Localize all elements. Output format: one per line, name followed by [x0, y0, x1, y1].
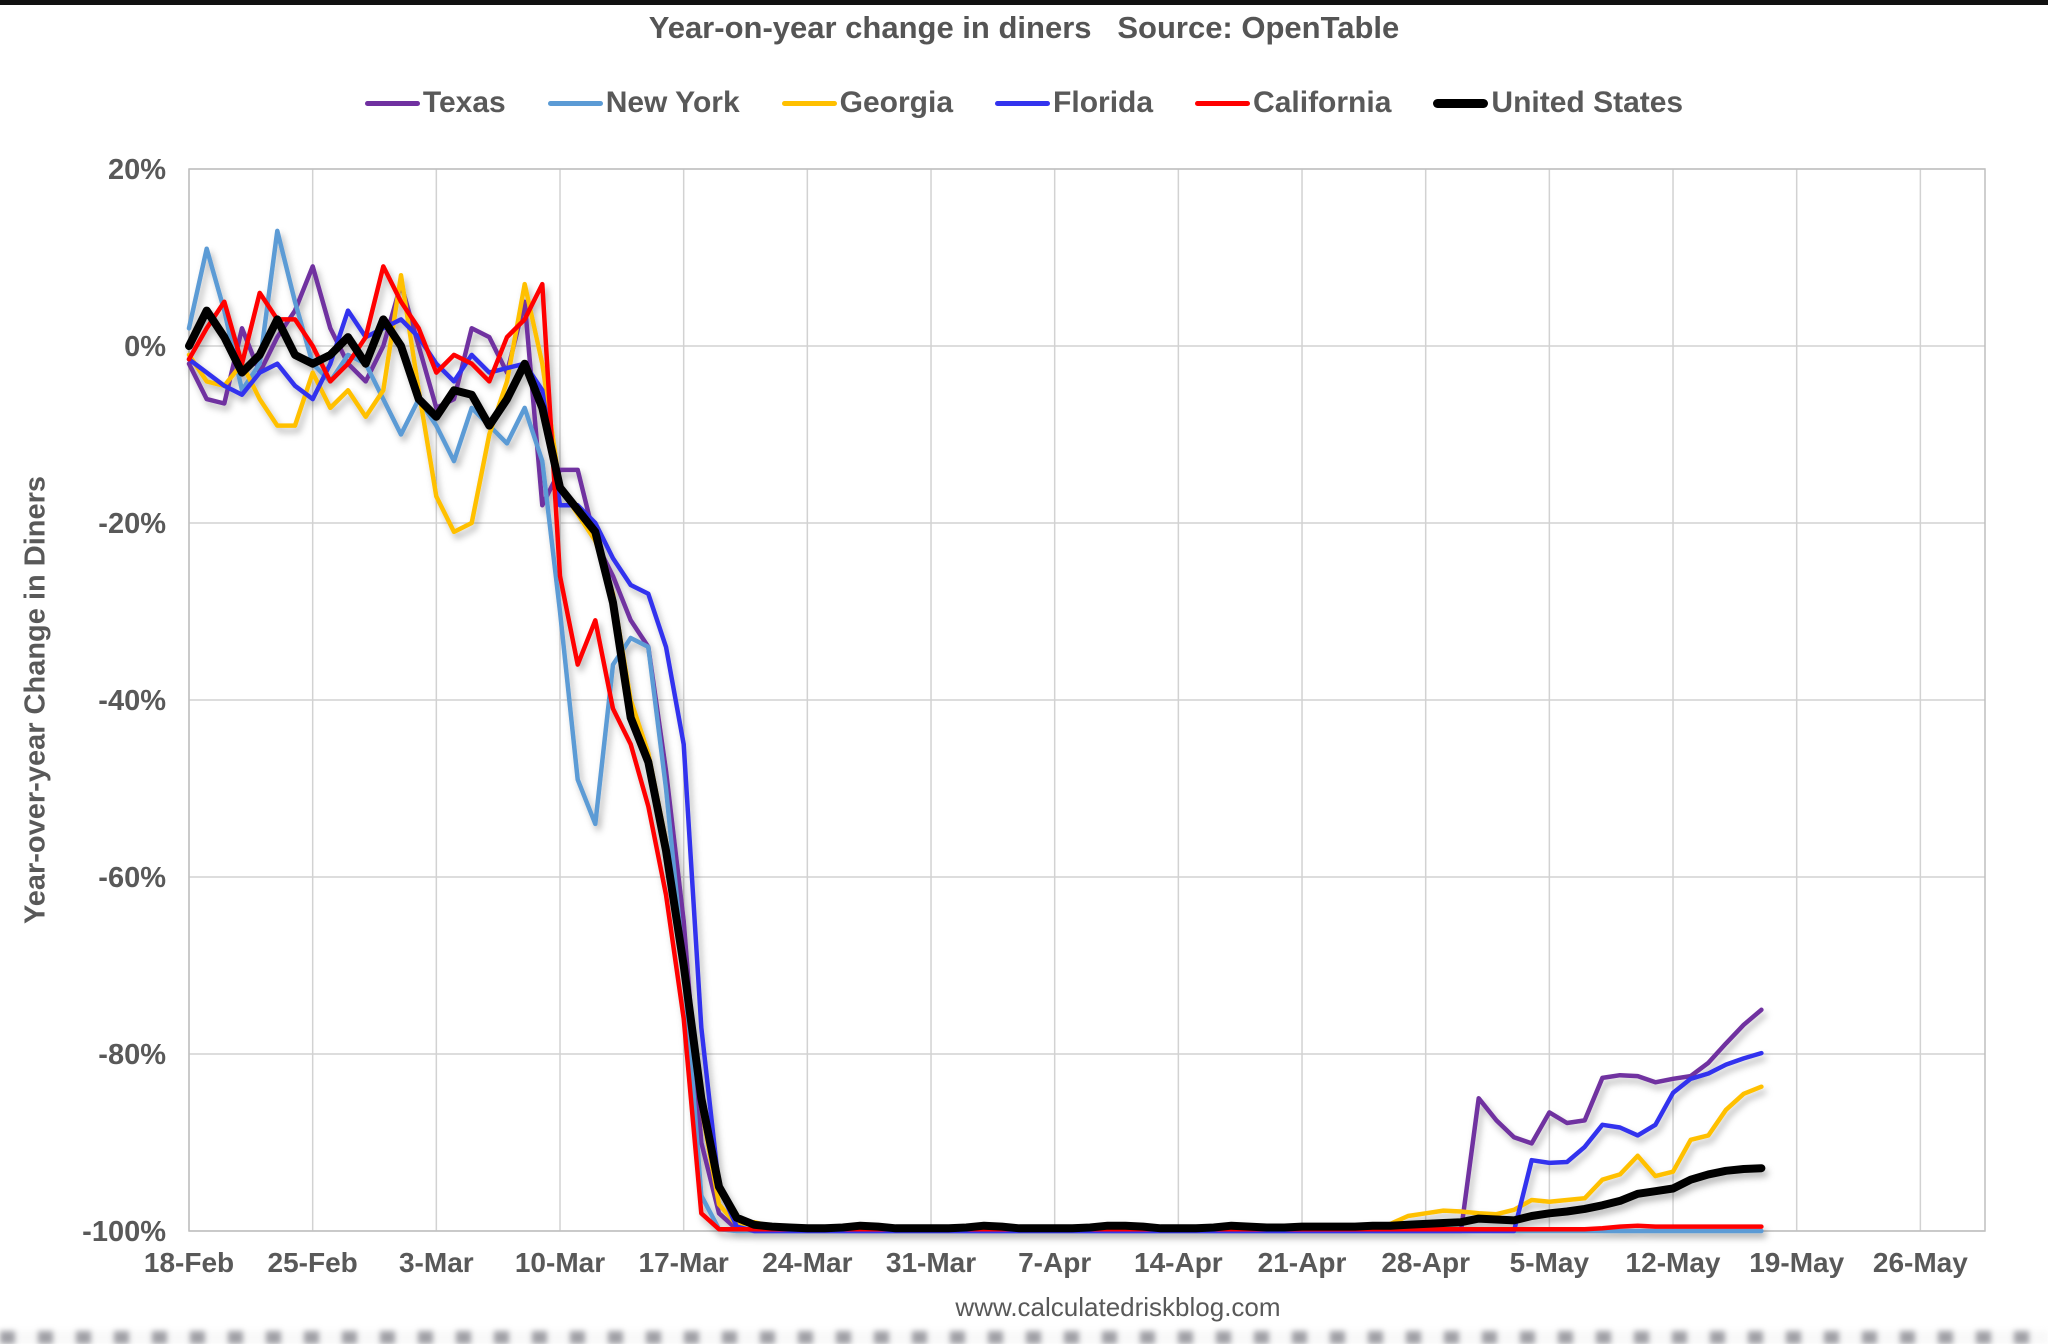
y-tick-label: -60%	[98, 862, 166, 894]
y-tick-label: -80%	[98, 1039, 166, 1071]
legend-swatch	[995, 100, 1051, 106]
y-tick-label: -20%	[98, 508, 166, 540]
x-tick-label: 19-May	[1749, 1247, 1844, 1278]
x-tick-label: 14-Apr	[1134, 1247, 1223, 1278]
legend-label: Georgia	[839, 86, 954, 119]
y-tick-label: -100%	[82, 1216, 166, 1248]
x-tick-label: 28-Apr	[1381, 1247, 1470, 1278]
legend-item-georgia: Georgia	[781, 86, 954, 120]
data-series	[185, 228, 1766, 1234]
x-tick-label: 10-Mar	[515, 1247, 605, 1278]
y-tick-label: 0%	[124, 331, 166, 363]
legend-swatch	[781, 100, 837, 106]
series-line-new-york	[186, 228, 1764, 1234]
legend-label: Texas	[422, 86, 506, 119]
y-tick-label: -40%	[98, 685, 166, 717]
legend-swatch	[547, 100, 603, 106]
legend-swatch	[1433, 98, 1489, 108]
x-tick-label: 17-Mar	[639, 1247, 729, 1278]
chart-title: Year-on-year change in diners Source: Op…	[648, 10, 1400, 45]
x-tick-label: 12-May	[1626, 1247, 1721, 1278]
legend-label: Florida	[1053, 86, 1154, 119]
axis-labels: 18-Feb 25-Feb 3-Mar 10-Mar 17-Mar 24-Mar 31-Ma…	[82, 154, 1968, 1278]
x-tick-label: 24-Mar	[762, 1247, 852, 1278]
legend-item-texas: Texas	[364, 86, 506, 120]
legend-swatch	[1195, 100, 1251, 106]
x-tick-label: 31-Mar	[886, 1247, 976, 1278]
legend-item-california: California	[1195, 86, 1391, 120]
x-tick-label: 18-Feb	[144, 1247, 234, 1278]
x-tick-label: 5-May	[1510, 1247, 1590, 1278]
x-tick-label: 7-Apr	[1018, 1247, 1091, 1278]
legend-item-florida: Florida	[995, 86, 1153, 120]
series-line-florida	[186, 308, 1764, 1234]
x-tick-label: 3-Mar	[399, 1247, 474, 1278]
legend-item-new-york: New York	[547, 86, 740, 120]
legend-label: New York	[605, 86, 740, 119]
bottom-edge-strip	[0, 1331, 2048, 1344]
x-tick-label: 21-Apr	[1258, 1247, 1347, 1278]
x-tick-label: 25-Feb	[268, 1247, 358, 1278]
x-tick-label: 26-May	[1873, 1247, 1968, 1278]
y-tick-label: 20%	[108, 154, 166, 186]
legend-item-united-states: United States	[1433, 86, 1683, 120]
legend-label: California	[1253, 86, 1392, 119]
series-line-united-states	[185, 306, 1766, 1233]
window-edge-strip	[0, 0, 2048, 5]
series-line-georgia	[186, 272, 1764, 1232]
legend-label: United States	[1491, 86, 1684, 119]
legend: Texas New York Georgia Florida California Uni…	[0, 86, 2048, 120]
legend-swatch	[364, 100, 420, 106]
footer-url: www.calculatedriskblog.com	[955, 1292, 1281, 1322]
